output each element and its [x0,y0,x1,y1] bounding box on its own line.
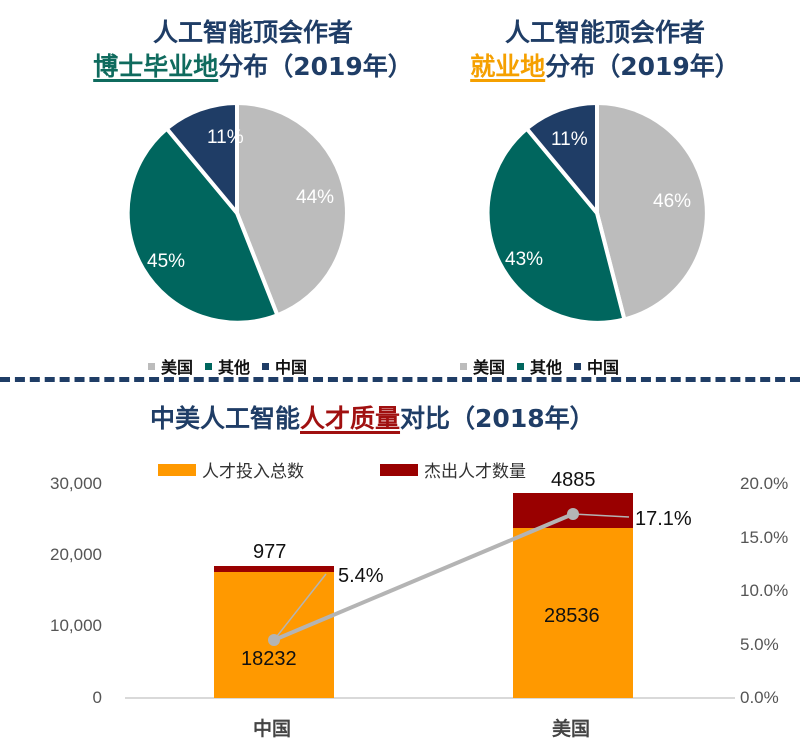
right-pie-title-rest: 分布（2019年） [545,52,740,81]
legend-label-other: 其他 [530,358,563,377]
legend-label-usa: 美国 [161,358,194,377]
x-label-usa: 美国 [552,718,591,740]
label-other: 45% [147,251,185,272]
legend-swatch-china [262,362,270,370]
label-china-total: 18232 [241,648,297,670]
y-tick-0: 0 [92,688,102,707]
left-pie-title-rest: 分布（2019年） [218,52,413,81]
bar-chart-title: 中美人工智能人才质量对比（2018年） [150,402,670,436]
pie-slice-other [125,125,281,325]
legend-label-total: 人才投入总数 [202,462,304,482]
right-pie-title: 人工智能顶会作者 就业地分布（2019年） [440,16,770,84]
left-pie-legend: 美国 其他 中国 [140,354,307,378]
left-pie-title-highlight: 博士毕业地 [93,52,219,81]
y-tick-20000: 20,000 [50,545,102,564]
y-tick-30000: 30,000 [50,474,102,493]
bar-usa-total [513,528,633,698]
right-pie-title-line1: 人工智能顶会作者 [504,18,705,47]
legend-label-usa: 美国 [473,358,506,377]
label-usa: 46% [653,191,691,212]
legend-total: 人才投入总数 [158,457,304,482]
y2-tick-0: 0.0% [740,688,779,707]
label-usa-ratio: 17.1% [635,508,692,530]
legend-swatch-usa [148,362,155,370]
bar-title-highlight: 人才质量 [300,404,401,433]
left-pie-chart: 11% 44% 45% [125,100,349,325]
section-divider [0,377,800,382]
legend-swatch-other [517,362,525,370]
y2-tick-15: 15.0% [740,528,789,547]
legend-outstanding: 杰出人才数量 [380,457,526,482]
legend-swatch-total [158,463,196,476]
legend-swatch-outstanding [380,463,418,476]
label-other: 43% [505,249,543,270]
left-pie-title-line1: 人工智能顶会作者 [152,18,353,47]
label-china: 11% [207,127,244,148]
label-usa: 44% [296,187,334,208]
pie-slice-china [163,100,239,219]
label-china: 11% [551,129,588,150]
legend-label-china: 中国 [275,358,308,377]
legend-swatch-china [574,362,582,370]
bar-china-outstanding [214,566,334,572]
label-usa-outstanding: 4885 [551,469,596,491]
pie-slice-china [523,100,599,219]
pie-slice-usa [595,100,709,322]
label-china-outstanding: 977 [253,541,287,563]
bar-title-pre: 中美人工智能 [150,404,301,433]
pie-slice-other [485,125,627,325]
legend-label-other: 其他 [218,358,251,377]
legend-label-outstanding: 杰出人才数量 [424,462,526,482]
legend-label-china: 中国 [587,358,620,377]
y2-tick-10: 10.0% [740,581,789,600]
legend-swatch-usa [460,362,467,370]
y2-tick-20: 20.0% [740,474,789,493]
x-label-china: 中国 [253,718,292,740]
right-pie-legend: 美国 其他 中国 [452,354,619,378]
y2-tick-5: 5.0% [740,635,779,654]
label-china-ratio: 5.4% [338,565,384,587]
y-tick-10000: 10,000 [50,616,102,635]
bar-title-post: 对比（2018年） [400,404,595,433]
right-pie-title-highlight: 就业地 [470,52,546,81]
pie-slice-usa [235,100,349,318]
right-pie-chart: 11% 46% 43% [485,100,709,325]
label-usa-total: 28536 [544,605,600,627]
legend-swatch-other [205,362,213,370]
left-pie-title: 人工智能顶会作者 博士毕业地分布（2019年） [88,16,418,84]
